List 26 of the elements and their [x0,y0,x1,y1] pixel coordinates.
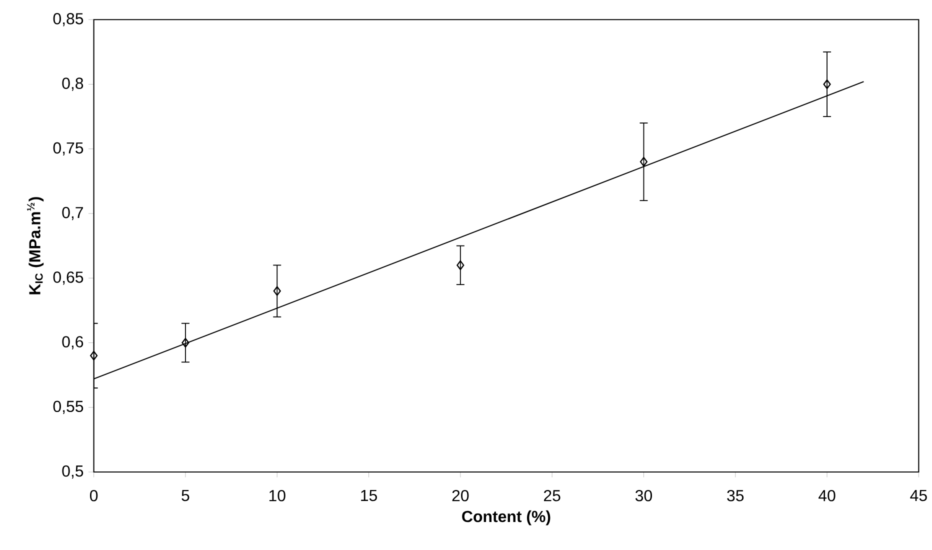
x-tick-label: 25 [544,490,560,502]
point [823,79,831,90]
x-tick-label: 15 [361,490,377,502]
y-tick-label: 0,8 [62,78,84,91]
x-tick-label: 5 [182,490,190,502]
x-tick-label: 45 [910,490,927,502]
y-axis-title: K$_{IC}$ (MPa.m$^{½}$) [27,197,44,294]
y-tick-label: 0,65 [53,272,84,285]
point [90,350,98,361]
x-tick-label: 35 [727,490,744,502]
x-tick-label: 20 [452,490,469,502]
x-tick-label: 10 [269,490,286,502]
x-axis-title: Content (%) [462,510,550,526]
point [640,157,648,167]
x-tick-label: 40 [818,490,836,502]
point [273,286,281,296]
y-tick-label: 0,7 [62,206,83,220]
x-tick-label: 0 [90,490,98,502]
point [456,260,464,270]
y-tick-label: 0,85 [53,13,84,26]
y-tick-label: 0,55 [53,400,84,414]
y-tick-label: 0,5 [62,465,84,479]
y-tick-label: 0,6 [62,336,84,350]
y-tick-label: 0,75 [53,142,84,156]
point [182,338,190,348]
x-tick-label: 30 [635,490,652,502]
